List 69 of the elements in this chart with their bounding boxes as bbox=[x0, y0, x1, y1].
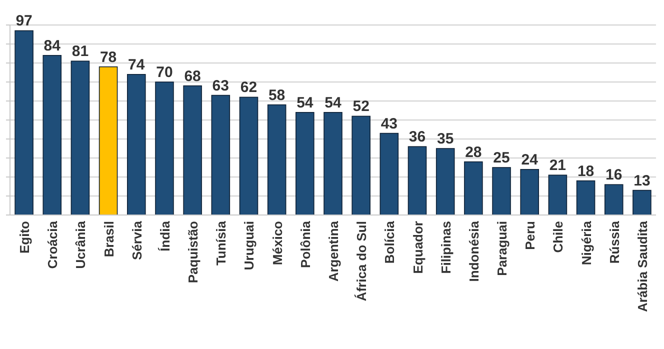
data-label: 74 bbox=[128, 56, 146, 74]
data-label: 81 bbox=[72, 43, 89, 60]
x-tick-label: Arábia Saudita bbox=[634, 220, 650, 312]
bar bbox=[576, 180, 596, 216]
bar bbox=[183, 85, 202, 216]
data-label: 43 bbox=[380, 115, 398, 132]
bar bbox=[604, 184, 624, 216]
x-tick-label: Paquistão bbox=[186, 220, 201, 284]
bar bbox=[408, 146, 427, 216]
bar bbox=[155, 82, 174, 216]
x-tick-label: Indonésia bbox=[466, 220, 482, 282]
x-tick-label: Filipinas bbox=[438, 221, 454, 274]
data-label: 28 bbox=[465, 144, 482, 161]
x-tick-label: Peru bbox=[522, 220, 538, 250]
x-tick-label: Ucrânia bbox=[73, 220, 88, 269]
bar bbox=[14, 30, 34, 216]
x-tick-label: Egito bbox=[17, 220, 32, 254]
data-label: 54 bbox=[324, 94, 342, 112]
x-tick-label: Argentina bbox=[326, 220, 341, 282]
bar bbox=[464, 161, 483, 216]
data-label: 18 bbox=[577, 162, 594, 180]
x-tick-label: Bolícia bbox=[382, 220, 398, 264]
bar bbox=[380, 132, 399, 216]
data-label: 25 bbox=[493, 150, 510, 166]
x-tick-label: México bbox=[270, 220, 285, 266]
data-label: 52 bbox=[352, 98, 370, 116]
data-label: 97 bbox=[16, 12, 32, 30]
x-tick-label: Polônia bbox=[298, 220, 313, 268]
x-tick-label: Tunísia bbox=[214, 220, 229, 266]
data-label: 35 bbox=[437, 130, 454, 148]
data-label: 78 bbox=[100, 48, 117, 66]
bar bbox=[324, 112, 342, 216]
bar bbox=[352, 116, 370, 216]
data-label: 13 bbox=[634, 172, 650, 190]
bar bbox=[211, 94, 230, 216]
data-label: 68 bbox=[184, 68, 201, 85]
x-tick-label: Croácia bbox=[45, 220, 60, 269]
x-tick-label: Sérvia bbox=[129, 220, 144, 260]
data-label: 24 bbox=[521, 151, 539, 168]
x-tick-label: Paraguai bbox=[494, 221, 510, 276]
bar bbox=[632, 190, 652, 216]
bar bbox=[492, 167, 511, 216]
x-tick-label: Índia bbox=[157, 220, 172, 252]
data-label: 36 bbox=[408, 128, 426, 146]
data-label: 62 bbox=[240, 79, 258, 96]
bar bbox=[296, 112, 314, 216]
data-label: 16 bbox=[606, 166, 622, 184]
x-tick-label: Chile bbox=[550, 221, 566, 253]
bar bbox=[127, 74, 146, 216]
bar bbox=[520, 169, 539, 216]
x-tick-label: Brasil bbox=[101, 221, 116, 258]
x-tick-label: Nigéria bbox=[578, 220, 594, 266]
bar bbox=[70, 60, 90, 216]
data-label: 58 bbox=[268, 86, 286, 104]
bar bbox=[548, 174, 568, 216]
data-label: 70 bbox=[156, 64, 173, 81]
bar bbox=[436, 148, 455, 216]
bar bbox=[98, 66, 118, 216]
x-tick-label: Uruguai bbox=[242, 221, 257, 270]
x-tick-label: Equador bbox=[410, 221, 426, 274]
data-label: 54 bbox=[296, 94, 314, 112]
x-tick-label: África do Sul bbox=[354, 221, 370, 302]
data-label: 84 bbox=[44, 37, 62, 54]
bar bbox=[267, 104, 286, 216]
bar bbox=[239, 96, 258, 216]
bar bbox=[42, 55, 62, 216]
data-label: 63 bbox=[212, 77, 229, 94]
data-label: 21 bbox=[549, 157, 566, 174]
x-tick-label: Rússia bbox=[606, 220, 622, 264]
